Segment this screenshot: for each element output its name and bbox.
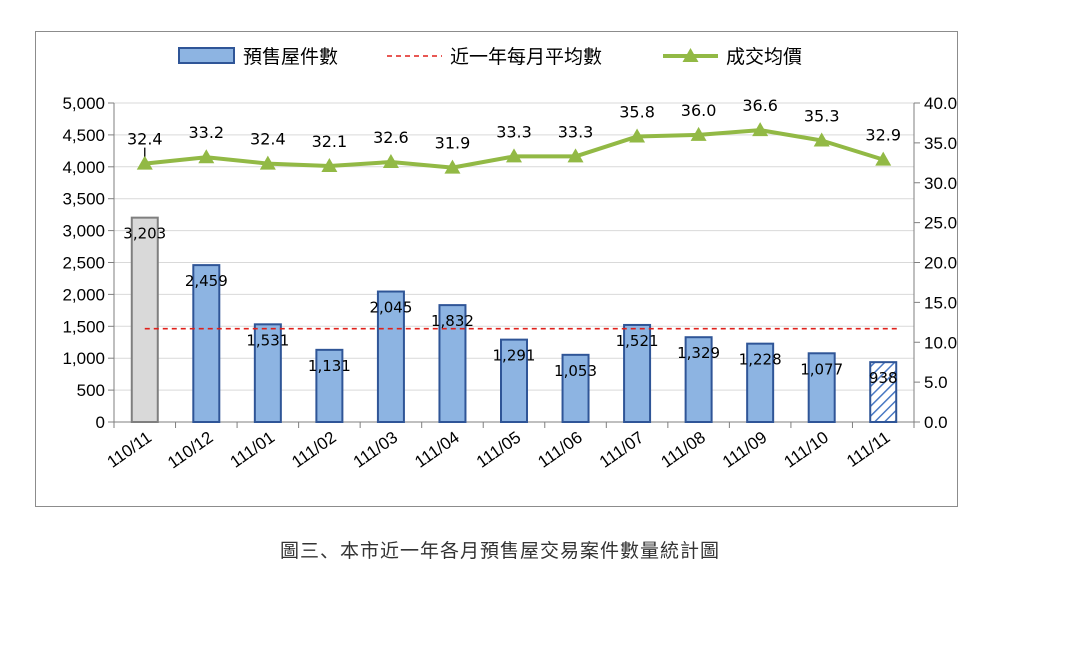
price-data-label: 32.4 [250, 130, 286, 149]
x-tick-label: 111/05 [473, 428, 524, 472]
y-left-tick-label: 1,500 [62, 317, 105, 336]
price-marker [444, 159, 461, 174]
bar [376, 290, 405, 423]
y-right-tick-label: 0.0 [924, 413, 948, 432]
x-tick-label: 111/07 [596, 428, 647, 472]
price-marker [382, 154, 399, 169]
y-right-tick-label: 10.0 [924, 333, 957, 352]
x-tick-label: 111/11 [843, 428, 893, 471]
price-marker [198, 149, 215, 164]
x-tick-label: 111/06 [534, 428, 585, 472]
y-left-tick-label: 500 [77, 381, 105, 400]
price-marker [567, 148, 584, 163]
bar-data-label: 1,291 [493, 347, 536, 365]
legend-bar-swatch [178, 47, 235, 64]
bar [438, 304, 467, 424]
x-tick-label: 111/03 [350, 428, 401, 472]
bar-data-label: 1,832 [431, 312, 474, 330]
bar [684, 336, 713, 424]
price-marker [136, 155, 153, 170]
x-tick-label: 110/12 [164, 428, 216, 473]
x-tick-label: 111/01 [227, 428, 278, 472]
price-data-label: 35.8 [619, 102, 655, 121]
price-data-label: 32.1 [312, 132, 348, 151]
price-data-label: 32.6 [373, 128, 409, 147]
price-data-label: 36.0 [681, 101, 717, 120]
y-right-tick-label: 5.0 [924, 373, 948, 392]
bar-data-label: 1,531 [246, 331, 289, 349]
y-left-tick-label: 0 [96, 413, 105, 432]
x-tick-label: 111/10 [781, 428, 832, 472]
figure-caption: 圖三、本市近一年各月預售屋交易案件數量統計圖 [279, 540, 720, 562]
price-data-label: 33.2 [188, 123, 224, 142]
price-marker [259, 155, 276, 170]
bar [561, 353, 590, 423]
bar-data-label: 3,203 [123, 225, 166, 243]
bar-data-label: 2,459 [185, 272, 228, 290]
price-marker [506, 148, 522, 163]
price-marker [875, 151, 892, 166]
x-tick-label: 111/04 [411, 428, 462, 472]
y-left-tick-label: 4,000 [62, 158, 105, 177]
price-marker [690, 126, 707, 141]
bar [623, 323, 652, 424]
y-left-tick-label: 3,500 [62, 190, 105, 209]
bar-data-label: 1,329 [677, 344, 720, 362]
price-data-label: 32.4 [127, 130, 163, 149]
price-data-label: 36.6 [742, 96, 778, 115]
legend-price-marker [682, 48, 699, 62]
y-right-tick-label: 15.0 [924, 293, 957, 312]
y-right-tick-label: 35.0 [924, 134, 957, 153]
y-left-tick-label: 5,000 [62, 94, 105, 113]
bar-data-label: 2,045 [369, 299, 412, 317]
y-left-tick-label: 2,500 [62, 254, 105, 273]
chart-frame: 0 500 1,000 1,500 2,000 2,500 3,000 3,500 4,000 4… [35, 31, 958, 507]
chart: 0 500 1,000 1,500 2,000 2,500 3,000 3,500 4,000 4… [62, 46, 957, 473]
price-marker [321, 158, 338, 173]
y-right-tick-label: 30.0 [924, 174, 957, 193]
bar-data-label: 1,131 [308, 357, 351, 375]
y-right-tick-label: 20.0 [924, 254, 957, 273]
y-left-tick-label: 1,000 [62, 349, 105, 368]
price-marker [629, 128, 646, 143]
x-tick-label: 111/09 [719, 428, 770, 472]
bar-data-label: 938 [869, 369, 898, 387]
bar [500, 338, 528, 423]
bar [869, 361, 898, 424]
y-right-tick-label: 25.0 [924, 214, 957, 233]
price-data-label: 33.3 [558, 122, 594, 141]
y-left-tick-label: 2,000 [62, 285, 105, 304]
bar [746, 342, 775, 423]
bar [253, 323, 282, 424]
x-tick-label: 111/02 [288, 428, 339, 472]
price-marker [813, 132, 830, 147]
bar-data-label: 1,053 [554, 362, 597, 380]
price-marker [752, 122, 769, 137]
price-data-label: 31.9 [435, 134, 471, 153]
bar-data-label: 1,228 [739, 351, 782, 369]
bar [130, 216, 159, 423]
legend-average-label: 近一年每月平均數 [450, 46, 602, 68]
y-left-tick-label: 3,000 [62, 222, 105, 241]
bar-data-label: 1,077 [800, 360, 843, 378]
price-data-label: 33.3 [496, 122, 532, 141]
bar-data-label: 1,521 [616, 332, 659, 350]
y-right-tick-label: 40.0 [924, 94, 957, 113]
bar [192, 264, 221, 423]
price-data-label: 32.9 [865, 126, 901, 145]
bar [807, 352, 836, 424]
legend-price-label: 成交均價 [726, 46, 802, 68]
y-left-tick-label: 4,500 [62, 126, 105, 145]
x-tick-label: 111/08 [657, 428, 708, 472]
bar [315, 348, 344, 423]
x-tick-label: 110/11 [104, 428, 155, 472]
legend-bar-label: 預售屋件數 [243, 46, 338, 68]
price-data-label: 35.3 [804, 106, 840, 125]
